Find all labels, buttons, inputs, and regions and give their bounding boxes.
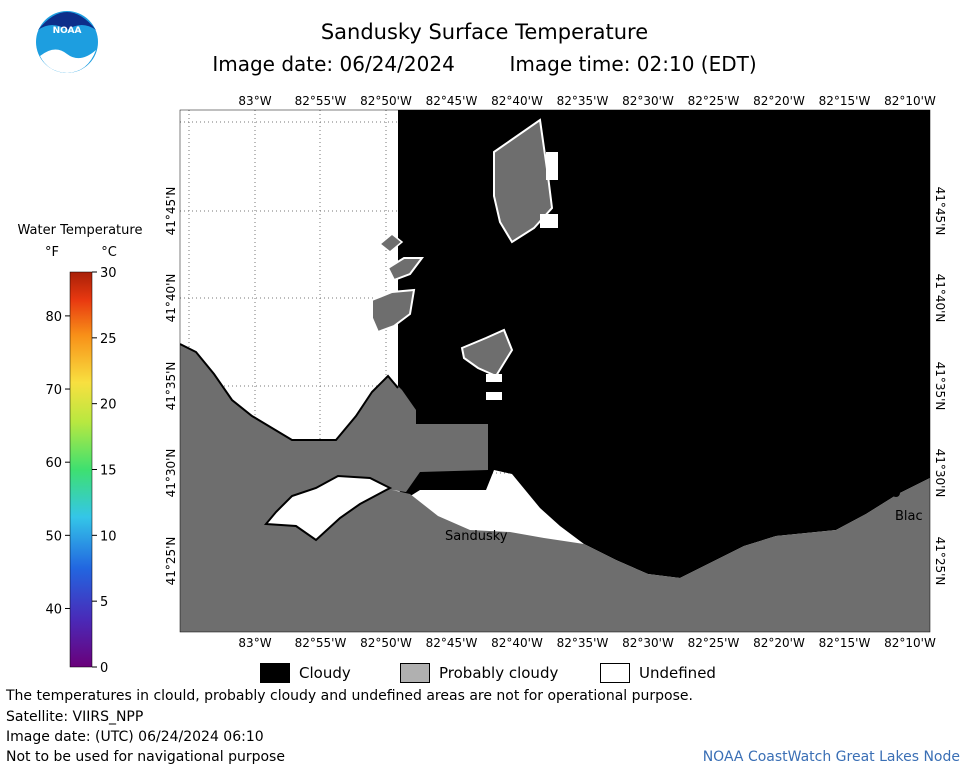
colorbar-c-tick: 20 — [100, 398, 117, 413]
utc-date-text: Image date: (UTC) 06/24/2024 06:10 — [6, 729, 264, 745]
cloud-patch-west-2 — [386, 257, 424, 282]
longitude-label: 82°25'W — [688, 636, 740, 650]
latitude-label: 41°45'N — [933, 187, 947, 236]
cloud-patch-north — [493, 118, 554, 244]
latitude-label: 41°25'N — [164, 537, 178, 586]
longitude-label: 82°35'W — [557, 636, 609, 650]
colorbar-c-tick: 5 — [100, 595, 108, 610]
satellite-text: Satellite: VIIRS_NPP — [6, 709, 144, 725]
longitude-label: 82°50'W — [360, 636, 412, 650]
colorbar-unit-c: °C — [101, 245, 117, 260]
legend-undefined: Undefined — [600, 662, 716, 684]
longitude-label: 82°20'W — [753, 94, 805, 108]
disclaimer-text: The temperatures in clould, probably clo… — [6, 688, 693, 704]
undefined-patch-4 — [486, 392, 502, 400]
longitude-label: 83°W — [238, 94, 271, 108]
land-mass — [180, 344, 930, 632]
legend-label-cloudy: Cloudy — [299, 664, 351, 682]
colorbar-c-tick: 30 — [100, 266, 117, 281]
longitude-label: 82°10'W — [884, 636, 936, 650]
coastline — [180, 343, 399, 441]
colorbar-f-tick: 50 — [45, 529, 62, 544]
longitude-label: 82°35'W — [557, 94, 609, 108]
colorbar-f-tick: 70 — [45, 383, 62, 398]
legend-swatch-probably-cloudy — [400, 663, 430, 683]
longitude-label: 82°45'W — [426, 636, 478, 650]
latitude-label: 41°25'N — [933, 537, 947, 586]
legend-label-probably-cloudy: Probably cloudy — [439, 664, 559, 682]
colorbar-unit-f: °F — [45, 245, 59, 260]
latitude-label: 41°30'N — [933, 449, 947, 498]
sandusky-bay — [263, 474, 393, 542]
navigation-warning: Not to be used for navigational purpose — [6, 749, 285, 765]
map-frame — [179, 109, 931, 633]
city-marker — [892, 489, 900, 497]
colorbar-gradient — [69, 271, 93, 668]
cloud-patch-west-3 — [378, 233, 404, 253]
longitude-label: 82°20'W — [753, 636, 805, 650]
map-area: Sandusky Blac 83°W 82°55'W 82°50'W 82°45'W 8… — [164, 94, 947, 650]
colorbar-c-tick: 0 — [100, 661, 108, 676]
longitude-label: 82°45'W — [426, 94, 478, 108]
longitude-label: 82°30'W — [622, 636, 674, 650]
colorbar-f-tick: 80 — [45, 310, 62, 325]
undefined-patch-2 — [540, 214, 558, 228]
colorbar-f-tick: 60 — [45, 456, 62, 471]
longitude-label: 82°40'W — [491, 636, 543, 650]
place-label-sandusky: Sandusky — [445, 529, 508, 544]
longitude-label: 82°10'W — [884, 94, 936, 108]
latitude-label: 41°35'N — [933, 362, 947, 411]
latitude-label: 41°40'N — [933, 274, 947, 323]
cloud-patch-middle — [460, 328, 514, 378]
temperature-colorbar: Water Temperature °F °C 0 5 10 15 20 25 30 40 50… — [18, 223, 143, 676]
latitude-label: 41°35'N — [164, 362, 178, 411]
legend-swatch-cloudy — [260, 663, 290, 683]
noaa-logo: NOAA — [36, 11, 98, 73]
colorbar-c-tick: 15 — [100, 464, 117, 479]
logo-text: NOAA — [53, 26, 82, 36]
place-label-blac: Blac — [895, 509, 923, 524]
legend-swatch-undefined — [600, 663, 630, 683]
longitude-label: 82°55'W — [295, 636, 347, 650]
image-date-time: Image date: 06/24/2024 Image time: 02:10… — [0, 52, 969, 76]
legend-cloudy: Cloudy — [260, 662, 351, 684]
legend-label-undefined: Undefined — [639, 664, 716, 682]
longitude-label: 82°50'W — [360, 94, 412, 108]
image-date: Image date: 06/24/2024 — [212, 52, 455, 76]
cloud-patch-west-1 — [371, 288, 416, 334]
colorbar-f-tick: 40 — [45, 602, 62, 617]
colorbar-c-tick: 25 — [100, 332, 117, 347]
longitude-label: 82°15'W — [819, 94, 871, 108]
colorbar-c-tick: 10 — [100, 529, 117, 544]
longitude-label: 83°W — [238, 636, 271, 650]
longitude-label: 82°25'W — [688, 94, 740, 108]
longitude-label: 82°55'W — [295, 94, 347, 108]
latitude-label: 41°30'N — [164, 449, 178, 498]
latitude-label: 41°45'N — [164, 187, 178, 236]
undefined-patch-1 — [546, 152, 558, 180]
latitude-label: 41°40'N — [164, 274, 178, 323]
page-title: Sandusky Surface Temperature — [320, 20, 649, 44]
longitude-label: 82°15'W — [819, 636, 871, 650]
credit-text: NOAA CoastWatch Great Lakes Node — [702, 749, 960, 765]
legend-probably-cloudy: Probably cloudy — [400, 662, 558, 684]
colorbar-title: Water Temperature — [18, 223, 143, 238]
undefined-patch-3 — [486, 374, 502, 382]
longitude-label: 82°30'W — [622, 94, 674, 108]
image-time: Image time: 02:10 (EDT) — [509, 52, 757, 76]
longitude-label: 82°40'W — [491, 94, 543, 108]
